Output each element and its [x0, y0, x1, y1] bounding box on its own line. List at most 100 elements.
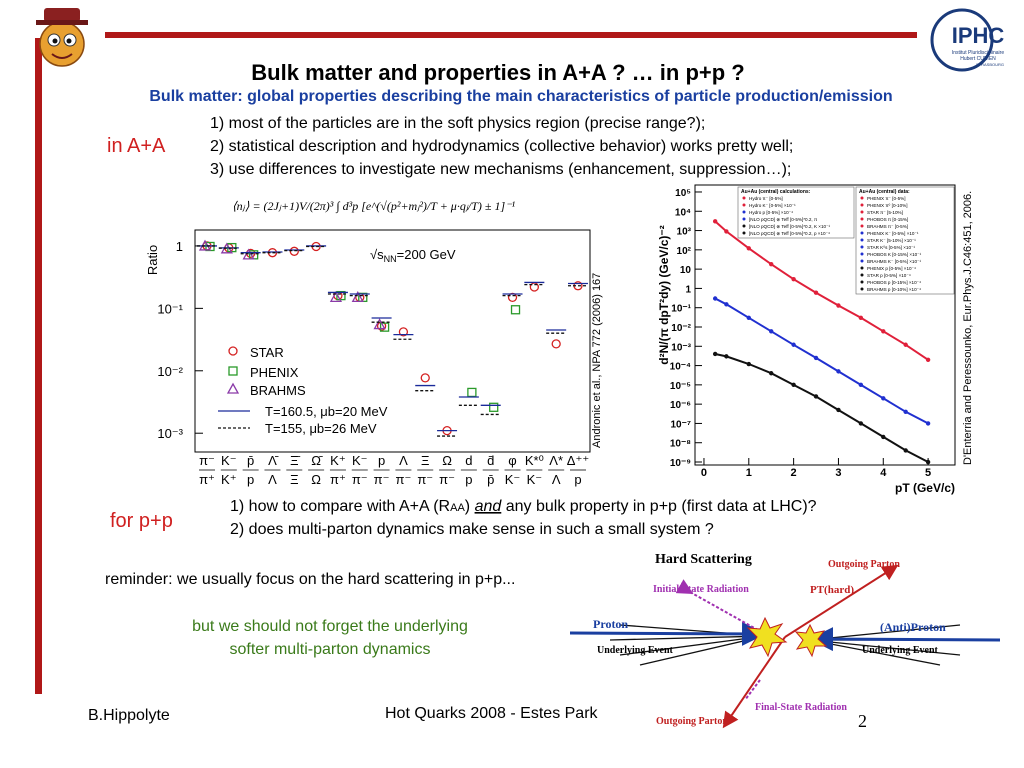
- data-point: [329, 291, 343, 303]
- x-tick-label: Ω: [311, 472, 321, 487]
- text-part: 1) how to compare with A+A (R: [230, 498, 450, 515]
- x-tick-label: Ω̄: [311, 453, 323, 468]
- data-point: [881, 329, 886, 334]
- data-point: [903, 409, 908, 415]
- legend-swatch: [228, 366, 238, 376]
- annotation-part: NN: [384, 254, 397, 264]
- logo-text: IPHC: [952, 23, 1005, 48]
- data-point: [858, 382, 864, 388]
- legend-label: T=160.5, μb=20 MeV: [265, 404, 388, 419]
- ratio-chart: Ratio 1 10⁻¹ 10⁻² 10⁻³ √sNN=200 GeV π⁻ π⁺ K⁻ K⁺ p̄…: [145, 229, 591, 487]
- data-point: [791, 342, 796, 347]
- data-point: [510, 305, 521, 315]
- data-point: [551, 339, 561, 349]
- x-tick-label: Ξ̄: [290, 453, 300, 468]
- diagram-label: PT(hard): [810, 584, 854, 596]
- legend-title: Au+Au (central) calculations:: [741, 189, 811, 195]
- x-tick-label: 4: [880, 467, 887, 479]
- y-tick-label: 10⁻²: [671, 323, 691, 334]
- data-point: [813, 290, 819, 295]
- question: 2) does multi-parton dynamics make sense…: [230, 521, 714, 538]
- legend-swatch: [860, 287, 864, 291]
- data-point: [746, 361, 751, 367]
- legend-label: Hydro p [0-5%] ×10⁻⁴: [749, 210, 793, 215]
- text-part: any bulk property in p+p (first data at …: [501, 498, 816, 515]
- legend-swatch: [860, 273, 864, 277]
- legend-label: [NLO pQCD] ⊗ Teff [0-5%]*0.2, p ×10⁻⁴: [749, 231, 830, 236]
- legend-swatch: [860, 210, 864, 214]
- annotation-part: =200 GeV: [397, 247, 456, 262]
- y-tick-label: 10⁻⁸: [670, 439, 691, 450]
- legend-swatch: [742, 217, 746, 221]
- x-tick-label: 0: [701, 467, 707, 479]
- legend-label: PHOBOS K [0-15%] ×10⁻¹: [867, 252, 922, 257]
- legend-label: PHENIX p [0-5%] ×10⁻⁴: [867, 266, 916, 271]
- title: Bulk matter and properties in A+A ? … in…: [251, 60, 744, 85]
- x-tick-label: K⁻: [505, 472, 521, 487]
- note: but we should not forget the underlying: [192, 618, 468, 635]
- x-tick-label: p̄: [487, 472, 494, 487]
- x-tick-label: K⁻: [352, 453, 368, 468]
- legend-swatch: [860, 245, 864, 249]
- x-tick-label: p: [574, 472, 581, 487]
- x-tick-label: Λ: [552, 472, 561, 487]
- x-tick-label: Δ⁺⁺: [567, 453, 589, 468]
- legend-label: PHENIX π⁻ [0-5%]: [867, 196, 906, 201]
- data-point: [373, 318, 386, 330]
- x-tick-label: K⁺: [330, 453, 346, 468]
- x-tick-label: Λ: [399, 453, 408, 468]
- data-point: [724, 229, 729, 234]
- page-number: 2: [858, 711, 867, 731]
- data-point: [903, 342, 908, 347]
- data-point: [351, 291, 364, 303]
- legend-swatch: [860, 238, 864, 242]
- legend-swatch: [226, 382, 240, 394]
- legend-swatch: [742, 210, 746, 214]
- x-tick-label: 3: [835, 467, 841, 479]
- spectra-chart: 10⁵10⁴10³10²10110⁻¹10⁻²10⁻³10⁻⁴10⁻⁵10⁻⁶1…: [657, 184, 956, 495]
- legend-label: STAR K⁻ [5-10%] ×10⁻¹: [867, 238, 916, 243]
- x-tick-label: p̄: [247, 453, 254, 468]
- x-tick-label: d: [465, 453, 472, 468]
- data-point: [925, 421, 931, 426]
- legend-label: STAR: [250, 345, 284, 360]
- legend-swatch: [228, 346, 238, 356]
- footer-event: Hot Quarks 2008 - Estes Park: [385, 705, 599, 722]
- legend-label: PHENIX π⁰ [0-10%]: [867, 203, 908, 208]
- y-axis-label: d²N/(π dpT²dy) (GeV/c)⁻²: [657, 225, 671, 365]
- data-point: [925, 459, 931, 465]
- y-tick-label: 10²: [677, 246, 692, 257]
- logo-sub: Institut Pluridisciplinaire: [952, 50, 1004, 56]
- y-tick-label: 10⁻²: [157, 364, 183, 379]
- subtitle: Bulk matter: global properties describin…: [149, 88, 892, 105]
- y-tick-label: 10³: [677, 227, 692, 238]
- annotation-part: √s: [370, 247, 384, 262]
- data-point: [712, 351, 718, 357]
- legend-swatch: [860, 231, 864, 235]
- x-tick-label: K⁻: [527, 472, 543, 487]
- legend-label: STAR p [0-5%] ×10⁻⁴: [867, 273, 911, 278]
- legend-swatch: [860, 203, 864, 207]
- legend-label: PHENIX K⁻ [0-5%] ×10⁻¹: [867, 231, 919, 236]
- legend-label: BRAHMS K⁻ [0-5%] ×10⁻¹: [867, 259, 921, 264]
- data-point: [881, 396, 886, 401]
- y-tick-label: 10⁻⁷: [670, 419, 691, 430]
- y-tick-label: 10: [680, 265, 692, 276]
- legend-label: BRAHMS: [250, 383, 306, 398]
- legend-swatch: [860, 259, 864, 263]
- y-tick-label: 10⁴: [675, 207, 691, 218]
- diagram-label: Underlying Event: [597, 645, 674, 656]
- legend-swatch: [742, 224, 746, 228]
- data-point: [746, 315, 751, 320]
- y-tick-label: 10⁻³: [157, 426, 183, 441]
- data-point: [769, 329, 774, 334]
- data-point: [769, 262, 774, 267]
- data-point: [712, 296, 718, 301]
- diagram-title: Hard Scattering: [655, 552, 752, 567]
- diagram-label: Outgoing Parton: [828, 559, 900, 570]
- x-axis-label: pT (GeV/c): [895, 481, 955, 495]
- x-tick-label: π⁻: [374, 472, 390, 487]
- diagram-label: Final-State Radiation: [755, 702, 847, 713]
- data-point: [724, 302, 729, 307]
- legend-title: Au+Au (central) data:: [859, 189, 910, 195]
